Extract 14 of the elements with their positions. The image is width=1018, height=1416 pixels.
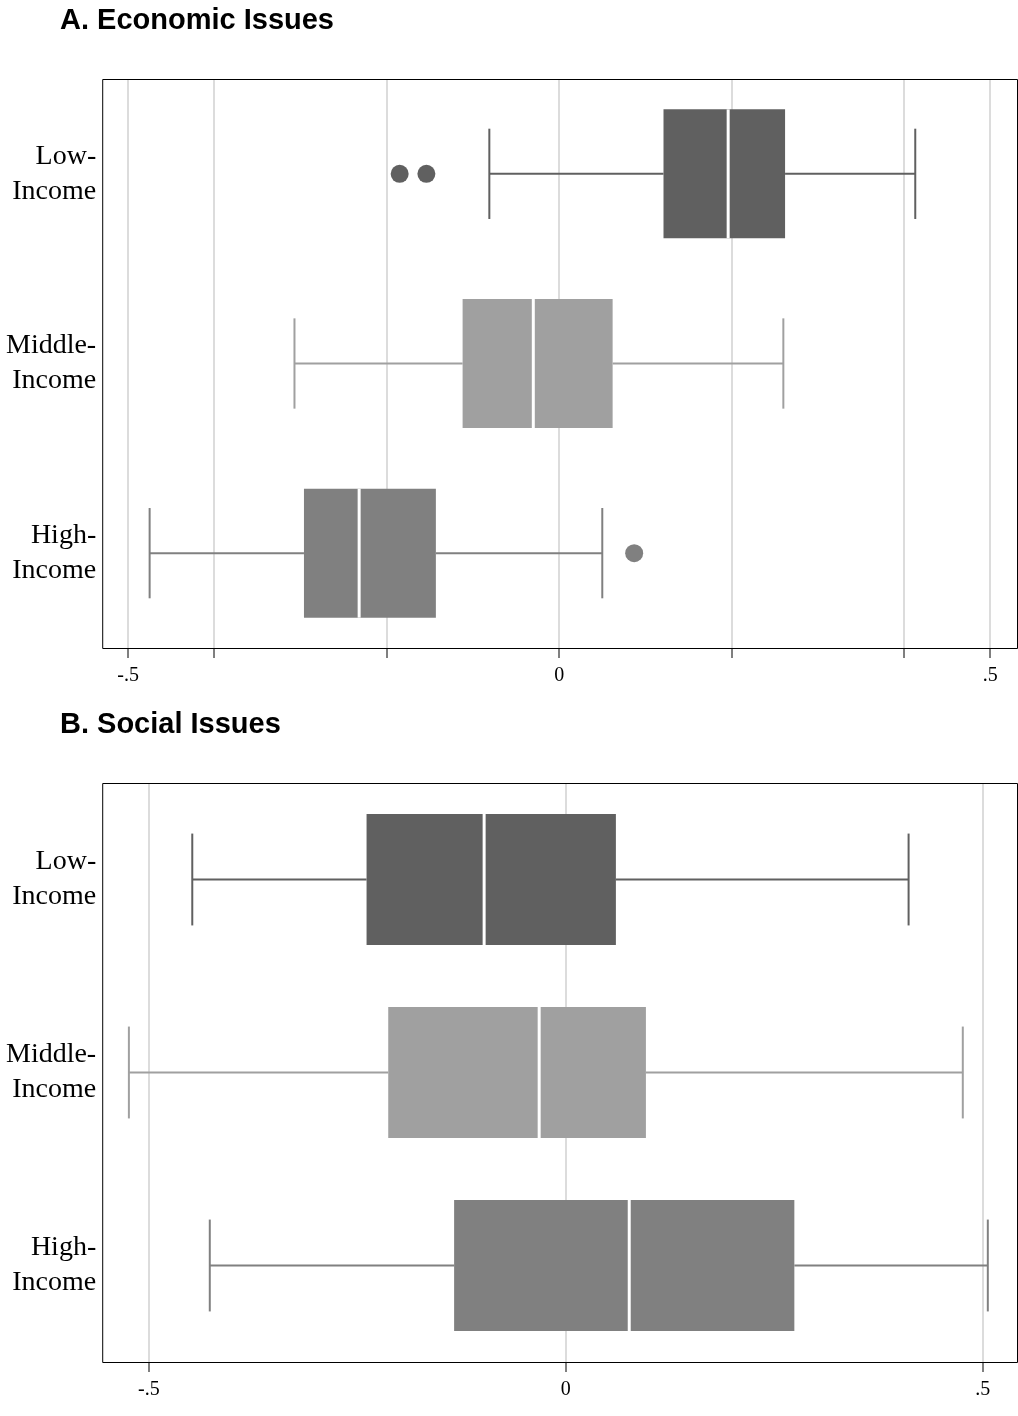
y-tick-label: Middle-Income	[5, 1037, 97, 1104]
y-tick-label: High-Income	[12, 518, 97, 585]
x-tick-label: 0	[554, 663, 565, 686]
chart-title: A. Economic Issues	[59, 2, 335, 37]
chart-title: B. Social Issues	[59, 706, 282, 741]
x-tick-label: -.5	[138, 1377, 160, 1400]
x-tick-label: 0	[560, 1377, 571, 1400]
y-tick-label: High-Income	[12, 1230, 97, 1297]
x-tick-label: .5	[975, 1377, 991, 1400]
x-tick-label: .5	[982, 663, 998, 686]
x-tick-label: -.5	[117, 663, 139, 686]
y-tick-label: Low-Income	[12, 138, 97, 205]
y-tick-label: Middle-Income	[5, 328, 97, 395]
y-tick-label: Low-Income	[12, 844, 97, 911]
